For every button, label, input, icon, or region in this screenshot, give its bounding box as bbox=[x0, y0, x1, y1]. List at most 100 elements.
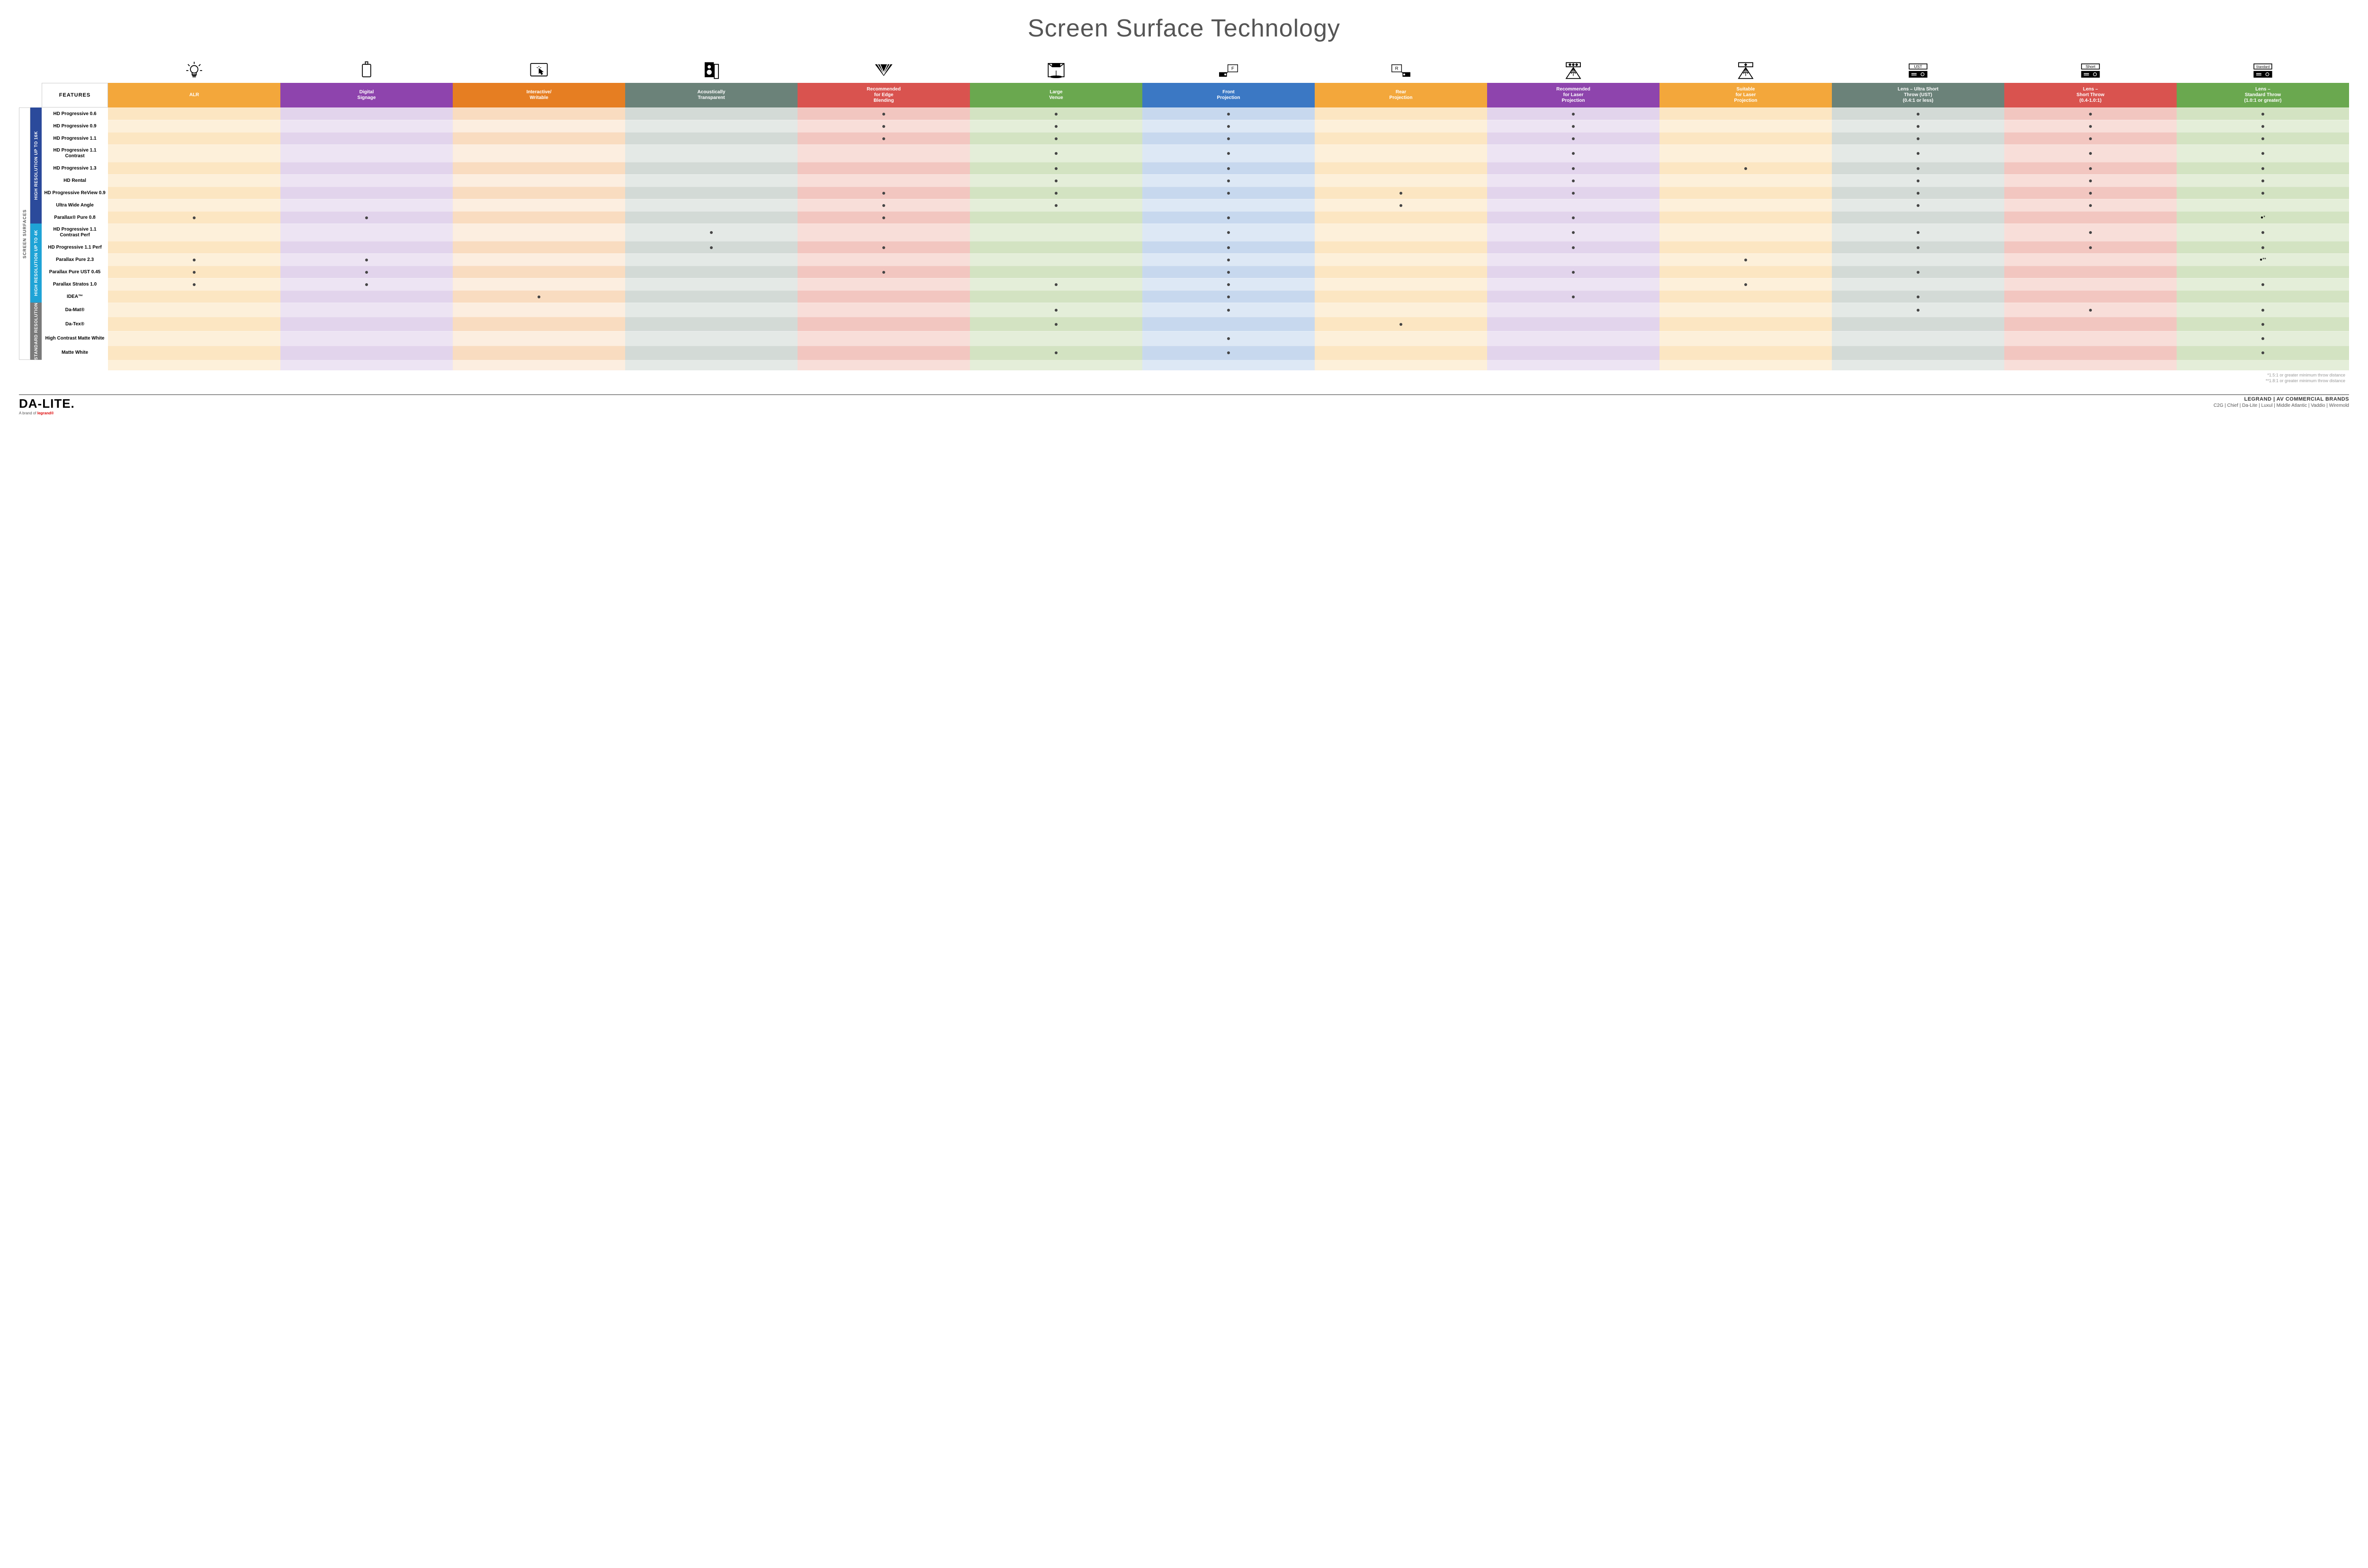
table-cell bbox=[2177, 187, 2349, 199]
table-cell bbox=[970, 241, 1142, 253]
table-cell bbox=[1832, 224, 2004, 241]
logo-block: DA-LITE. A brand of legrand® bbox=[19, 396, 75, 415]
table-cell bbox=[1487, 317, 1659, 331]
table-cell bbox=[1832, 108, 2004, 120]
table-cell bbox=[1487, 108, 1659, 120]
table-cell bbox=[1315, 108, 1487, 120]
table-cell bbox=[970, 290, 1142, 303]
table-cell bbox=[1487, 199, 1659, 211]
icon-acoustic bbox=[625, 54, 798, 81]
table-cell bbox=[453, 331, 625, 345]
table-cell bbox=[625, 331, 798, 345]
comparison-table: FEATURESALRDigitalSignageInteractive/Wri… bbox=[19, 83, 2349, 386]
table-cell bbox=[1659, 241, 1832, 253]
table-cell bbox=[798, 253, 970, 266]
table-cell bbox=[453, 144, 625, 162]
icon-rear: R bbox=[1315, 54, 1487, 81]
table-cell bbox=[1487, 120, 1659, 132]
table-cell bbox=[625, 199, 798, 211]
svg-text:Standard: Standard bbox=[2256, 66, 2270, 69]
table-cell bbox=[108, 241, 280, 253]
table-cell bbox=[280, 290, 453, 303]
table-cell bbox=[625, 241, 798, 253]
table-cell bbox=[2004, 108, 2177, 120]
table-cell bbox=[970, 144, 1142, 162]
svg-text:Short: Short bbox=[2086, 64, 2096, 69]
table-cell bbox=[453, 120, 625, 132]
table-cell bbox=[2177, 224, 2349, 241]
table-cell bbox=[2177, 278, 2349, 290]
table-cell bbox=[280, 187, 453, 199]
row-label: Parallax Pure 2.3 bbox=[42, 253, 108, 266]
table-cell bbox=[970, 211, 1142, 224]
icon-alr bbox=[108, 54, 280, 81]
table-cell bbox=[1487, 303, 1659, 317]
icon-blend bbox=[798, 54, 970, 81]
table-cell bbox=[453, 162, 625, 174]
table-cell bbox=[453, 317, 625, 331]
table-cell bbox=[2177, 241, 2349, 253]
table-cell bbox=[1315, 211, 1487, 224]
table-cell bbox=[625, 253, 798, 266]
table-cell bbox=[280, 108, 453, 120]
table-cell bbox=[1315, 303, 1487, 317]
table-cell bbox=[280, 144, 453, 162]
table-cell bbox=[2004, 144, 2177, 162]
table-cell bbox=[1659, 266, 1832, 278]
table-cell bbox=[453, 346, 625, 360]
brands-title: LEGRAND | AV COMMERCIAL BRANDS bbox=[2214, 396, 2349, 402]
row-label: HD Progressive 1.1 Perf bbox=[42, 241, 108, 253]
col-header: FrontProjection bbox=[1142, 83, 1315, 108]
table-cell bbox=[1142, 120, 1315, 132]
table-cell bbox=[1832, 132, 2004, 144]
table-cell bbox=[2177, 331, 2349, 345]
table-cell bbox=[280, 211, 453, 224]
table-cell bbox=[1659, 108, 1832, 120]
table-cell bbox=[280, 199, 453, 211]
icon-laser-rec bbox=[1487, 54, 1659, 81]
group-label: HIGH RESOLUTION UP TO 16K bbox=[30, 108, 42, 224]
table-cell bbox=[1315, 162, 1487, 174]
icon-touch bbox=[453, 54, 625, 81]
table-cell bbox=[2177, 174, 2349, 187]
spacer-cell bbox=[970, 360, 1142, 370]
table-cell bbox=[1487, 331, 1659, 345]
features-header: FEATURES bbox=[42, 83, 108, 108]
table-cell bbox=[280, 317, 453, 331]
table-cell bbox=[625, 144, 798, 162]
table-cell bbox=[108, 278, 280, 290]
table-cell bbox=[1832, 120, 2004, 132]
table-cell bbox=[970, 108, 1142, 120]
table-cell bbox=[1832, 144, 2004, 162]
table-cell bbox=[2004, 211, 2177, 224]
table-cell bbox=[1142, 278, 1315, 290]
table-cell bbox=[1659, 290, 1832, 303]
logo-sub: A brand of legrand® bbox=[19, 411, 75, 415]
table-cell bbox=[798, 266, 970, 278]
table-cell bbox=[625, 266, 798, 278]
table-cell bbox=[2177, 108, 2349, 120]
spacer-cell bbox=[2177, 360, 2349, 370]
row-label: HD Progressive 1.3 bbox=[42, 162, 108, 174]
table-cell bbox=[798, 174, 970, 187]
table-cell bbox=[1832, 241, 2004, 253]
table-cell bbox=[1142, 174, 1315, 187]
table-cell bbox=[1315, 290, 1487, 303]
table-cell bbox=[625, 162, 798, 174]
table-cell: ●* bbox=[2177, 211, 2349, 224]
table-cell bbox=[2177, 162, 2349, 174]
table-cell bbox=[280, 162, 453, 174]
table-cell bbox=[1832, 253, 2004, 266]
table-cell bbox=[1142, 303, 1315, 317]
table-cell bbox=[1315, 120, 1487, 132]
table-cell bbox=[108, 266, 280, 278]
table-cell bbox=[1142, 253, 1315, 266]
icon-short: Short bbox=[2004, 54, 2177, 81]
spacer-cell bbox=[1315, 360, 1487, 370]
table-cell bbox=[970, 174, 1142, 187]
table-cell bbox=[1659, 317, 1832, 331]
table-cell bbox=[280, 278, 453, 290]
table-cell bbox=[798, 278, 970, 290]
table-cell bbox=[1142, 317, 1315, 331]
table-cell bbox=[1659, 187, 1832, 199]
